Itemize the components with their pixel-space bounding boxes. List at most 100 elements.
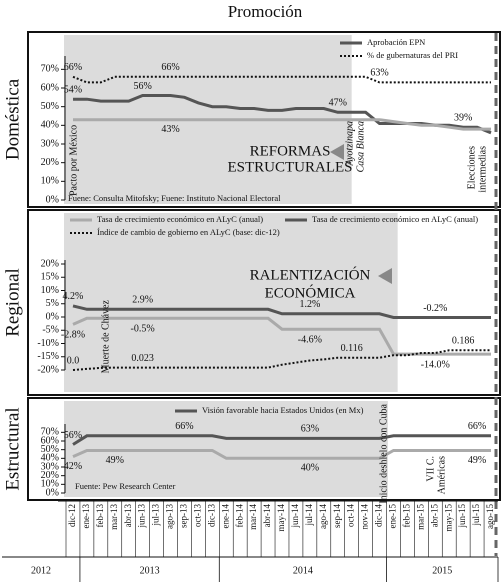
legend-label: % de gubernaturas del PRI: [367, 50, 458, 60]
y-tick-label: 10%: [41, 176, 59, 187]
x-group-label: 2014: [293, 565, 313, 576]
data-label: 40%: [301, 463, 319, 474]
data-label: -14.0%: [421, 359, 450, 370]
y-tick-label: -15%: [37, 351, 59, 362]
y-tick-label: 70%: [41, 427, 59, 438]
x-tick-label: sep-14: [332, 504, 342, 528]
data-label: 54%: [64, 84, 82, 95]
event-annotation: VII C.: [425, 456, 436, 482]
y-tick-label: 0%: [46, 311, 59, 322]
x-tick-label: oct-13: [192, 504, 202, 527]
x-tick-label: sep-13: [179, 504, 189, 528]
x-tick-label: oct-14: [346, 504, 356, 527]
event-annotation: intermedias: [477, 146, 488, 193]
x-tick-label: jun-13: [137, 504, 147, 529]
data-label: 66%: [175, 421, 193, 432]
x-tick-label: ene-13: [81, 504, 91, 529]
data-label: 56%: [64, 430, 82, 441]
x-tick-label: mar-14: [248, 504, 258, 530]
series-line: [72, 449, 491, 460]
emphasis-text: ESTRUCTURALES: [227, 159, 352, 175]
source-note: Fuente: Pew Research Center: [75, 481, 175, 491]
y-tick-label: 30%: [41, 138, 59, 149]
x-tick-label: ago-13: [165, 504, 175, 529]
series-line: [72, 316, 491, 356]
data-label: 63%: [301, 424, 319, 435]
y-tick-label: 20%: [41, 157, 59, 168]
y-tick-label: 20%: [41, 470, 59, 481]
legend-label: Visión favorable hacia Estados Unidos (e…: [202, 405, 364, 415]
data-label: 66%: [161, 62, 179, 73]
x-tick-label: mar-13: [109, 504, 119, 530]
legend-label: Índice de cambio de gobierno en ALyC (ba…: [97, 227, 280, 237]
y-tick-label: 60%: [41, 82, 59, 93]
series-line: [73, 118, 491, 131]
x-tick-label: jul-13: [151, 504, 161, 527]
event-annotation: Pacto por México: [68, 125, 79, 196]
data-label: 47%: [329, 98, 347, 109]
event-annotation: Ayotzinapa: [344, 121, 355, 166]
x-tick-label: ago-14: [318, 504, 328, 529]
x-tick-label: ene-14: [220, 504, 230, 529]
panel-label: Doméstica: [2, 78, 23, 160]
x-tick-label: jul-14: [304, 504, 314, 527]
data-label: 39%: [454, 112, 472, 123]
y-tick-label: 70%: [41, 64, 59, 75]
y-tick-label: 0%: [46, 487, 59, 498]
legend-label: Aprobación EPN: [367, 37, 425, 47]
data-label: -2.8%: [61, 330, 85, 341]
arrow-marker: [330, 144, 344, 160]
series-line: [72, 304, 491, 319]
data-label: 0.186: [452, 336, 475, 347]
data-label: 2.9%: [132, 295, 153, 306]
series-line: [72, 434, 491, 446]
x-tick-label: mar-15: [415, 504, 425, 530]
panel-label: Estructural: [2, 407, 23, 490]
data-label: 49%: [106, 455, 124, 466]
emphasis-text: REFORMAS: [250, 143, 331, 159]
x-group-label: 2013: [140, 565, 160, 576]
x-tick-label: nov-14: [360, 504, 370, 530]
data-label: 1.2%: [299, 299, 320, 310]
y-tick-label: 10%: [41, 285, 59, 296]
x-tick-label: feb-13: [95, 504, 105, 528]
data-label: 63%: [370, 68, 388, 79]
y-tick-label: 5%: [46, 298, 59, 309]
data-label: 56%: [133, 81, 151, 92]
panel-frame: [27, 397, 501, 501]
series-line: [73, 94, 492, 135]
event-annotation: Elecciones: [466, 146, 477, 189]
y-tick-label: 60%: [41, 435, 59, 446]
x-tick-label: ago-15: [485, 504, 495, 529]
data-label: 4.2%: [63, 291, 84, 302]
y-tick-label: 15%: [41, 272, 59, 283]
y-tick-label: 0%: [46, 194, 59, 205]
panel-label: Regional: [2, 268, 23, 337]
x-group-label: 2012: [31, 565, 51, 576]
data-label: 66%: [468, 421, 486, 432]
x-tick-label: abr-13: [123, 504, 133, 528]
y-tick-label: 20%: [41, 258, 59, 269]
x-tick-label: jun-14: [290, 504, 300, 529]
legend-label: Tasa de crecimiento económico en ALyC (a…: [312, 214, 478, 224]
x-tick-label: ene-15: [388, 504, 398, 529]
x-tick-label: dic-14: [374, 504, 384, 527]
data-label: 66%: [64, 62, 82, 73]
chart-title: Promoción: [228, 2, 303, 21]
data-label: 0.023: [131, 353, 154, 364]
x-tick-label: feb-14: [234, 504, 244, 528]
y-tick-label: 50%: [41, 444, 59, 455]
data-label: 49%: [468, 455, 486, 466]
y-tick-label: 40%: [41, 120, 59, 131]
x-tick-label: may-14: [276, 504, 286, 532]
data-label: -0.2%: [423, 303, 447, 314]
x-tick-label: abr-14: [262, 504, 272, 528]
panel-frame: [27, 209, 501, 396]
source-note: Fuene: Consulta Mitofsky; Fuene: Institu…: [68, 193, 281, 203]
y-tick-label: 40%: [41, 453, 59, 464]
legend-label: Tasa de crecimiento económico en ALyC (a…: [97, 214, 263, 224]
arrow-marker: [378, 268, 392, 284]
data-label: 0.116: [341, 343, 363, 354]
y-tick-label: -20%: [37, 364, 59, 375]
